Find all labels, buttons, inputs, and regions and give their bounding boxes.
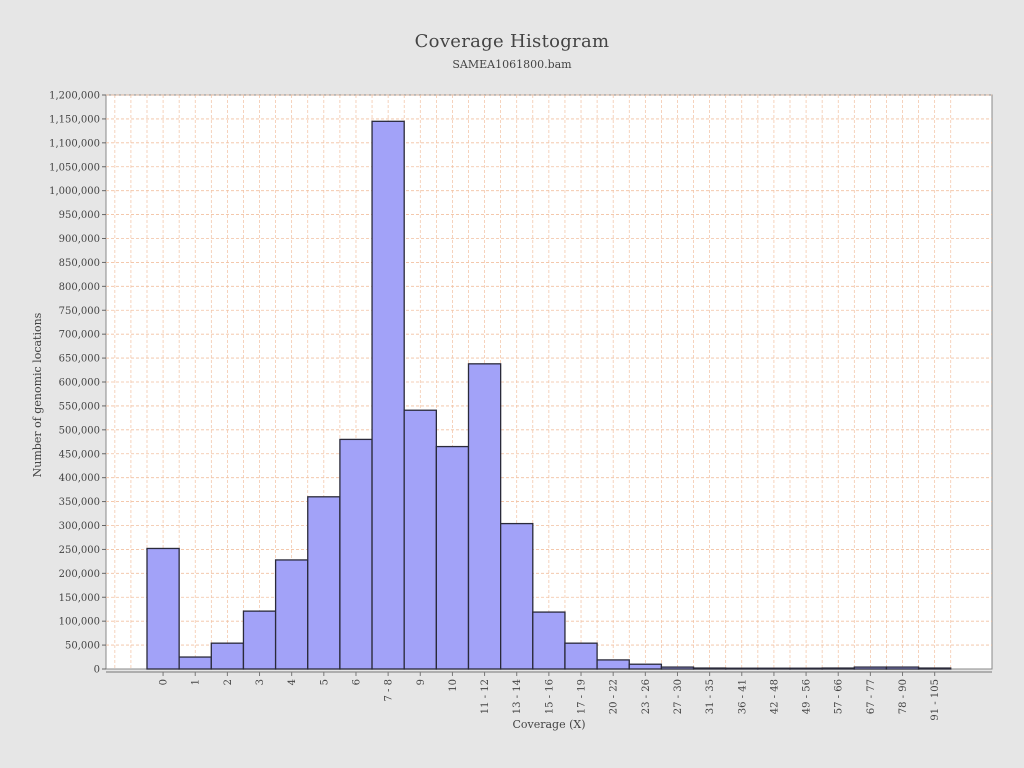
y-tick-label: 0 [94, 665, 100, 676]
y-tick-label: 550,000 [59, 401, 100, 412]
histogram-bar [821, 667, 855, 670]
x-tick-label: 9 [416, 679, 427, 685]
x-tick-label: 0 [159, 679, 170, 685]
histogram-bar [307, 496, 341, 670]
x-axis: 0 1 2 3 4 5 6 7 - 8 9 10 11 - 12 13 - 14 15 - 16 17 -… [106, 671, 992, 721]
histogram-bar [146, 547, 180, 670]
x-tick-label: 1 [191, 679, 202, 685]
histogram-bar [403, 409, 438, 670]
x-tick-label: 49 - 56 [802, 679, 813, 714]
y-tick-label: 600,000 [59, 378, 100, 389]
x-tick-label: 57 - 66 [834, 679, 845, 714]
y-tick-label: 950,000 [59, 210, 100, 221]
histogram-bar [499, 522, 534, 670]
histogram-bar [178, 656, 212, 670]
x-tick-label: 6 [351, 679, 362, 685]
grid-layer [106, 94, 992, 669]
y-tick-label: 1,150,000 [49, 114, 100, 125]
histogram-bar [789, 667, 823, 670]
y-tick-label: 650,000 [59, 354, 100, 365]
y-axis-title: Number of genomic locations [31, 312, 44, 477]
x-tick-label: 67 - 77 [866, 679, 877, 714]
histogram-bar [757, 667, 791, 670]
histogram-bar [371, 120, 405, 670]
x-tick-label: 2 [223, 679, 234, 685]
y-tick-label: 400,000 [59, 473, 100, 484]
x-tick-label: 5 [319, 679, 330, 685]
y-tick-label: 100,000 [59, 617, 100, 628]
x-tick-label: 27 - 30 [673, 679, 684, 714]
histogram-bar [725, 667, 759, 670]
x-tick-label: 36 - 41 [737, 679, 748, 714]
histogram-bar [660, 666, 695, 670]
y-tick-label: 500,000 [59, 425, 100, 436]
y-tick-label: 450,000 [59, 449, 100, 460]
y-tick-label: 1,200,000 [49, 91, 100, 102]
y-tick-label: 1,000,000 [49, 186, 100, 197]
y-tick-label: 850,000 [59, 258, 100, 269]
histogram-bar [274, 559, 309, 670]
x-tick-label: 13 - 14 [512, 679, 523, 714]
x-tick-label: 91 - 105 [930, 679, 941, 721]
histogram-bar [242, 610, 277, 670]
y-axis: 0 50,000 100,000 150,000 200,000 250,000 300,0… [49, 91, 106, 676]
x-tick-label: 17 - 19 [577, 679, 588, 714]
y-tick-label: 750,000 [59, 306, 100, 317]
y-tick-label: 250,000 [59, 545, 100, 556]
y-tick-label: 800,000 [59, 282, 100, 293]
histogram-bar [339, 438, 373, 670]
x-tick-label: 31 - 35 [705, 679, 716, 714]
histogram-bar [467, 363, 502, 670]
x-tick-label: 20 - 22 [609, 679, 620, 714]
histogram-bar [853, 666, 888, 670]
histogram-bar [210, 642, 245, 670]
y-tick-label: 50,000 [65, 641, 100, 652]
x-tick-label: 11 - 12 [480, 679, 491, 714]
x-tick-label: 7 - 8 [384, 679, 395, 701]
x-tick-label: 42 - 48 [769, 679, 780, 714]
histogram-bar [596, 659, 630, 670]
x-tick-label: 4 [287, 679, 298, 685]
x-tick-label: 3 [255, 679, 266, 685]
histogram-bar [917, 667, 952, 670]
y-tick-label: 300,000 [59, 521, 100, 532]
histogram-bar [564, 642, 598, 670]
y-tick-label: 1,050,000 [49, 162, 100, 173]
x-axis-title: Coverage (X) [512, 718, 585, 731]
x-tick-label: 23 - 26 [641, 679, 652, 714]
x-tick-label: 78 - 90 [898, 679, 909, 714]
y-tick-label: 350,000 [59, 497, 100, 508]
bars-layer [146, 120, 952, 670]
x-tick-label: 10 [448, 679, 459, 692]
histogram-bar [885, 666, 920, 670]
y-tick-label: 150,000 [59, 593, 100, 604]
histogram-bar [435, 445, 470, 670]
histogram-bar [628, 663, 663, 670]
y-tick-label: 900,000 [59, 234, 100, 245]
chart-title: Coverage Histogram [414, 31, 610, 52]
histogram-bar [532, 611, 566, 670]
x-tick-label: 15 - 16 [544, 679, 555, 714]
y-tick-label: 1,100,000 [49, 138, 100, 149]
histogram-bar [692, 667, 727, 670]
chart-subtitle: SAMEA1061800.bam [452, 58, 572, 71]
y-tick-label: 700,000 [59, 330, 100, 341]
y-tick-label: 200,000 [59, 569, 100, 580]
